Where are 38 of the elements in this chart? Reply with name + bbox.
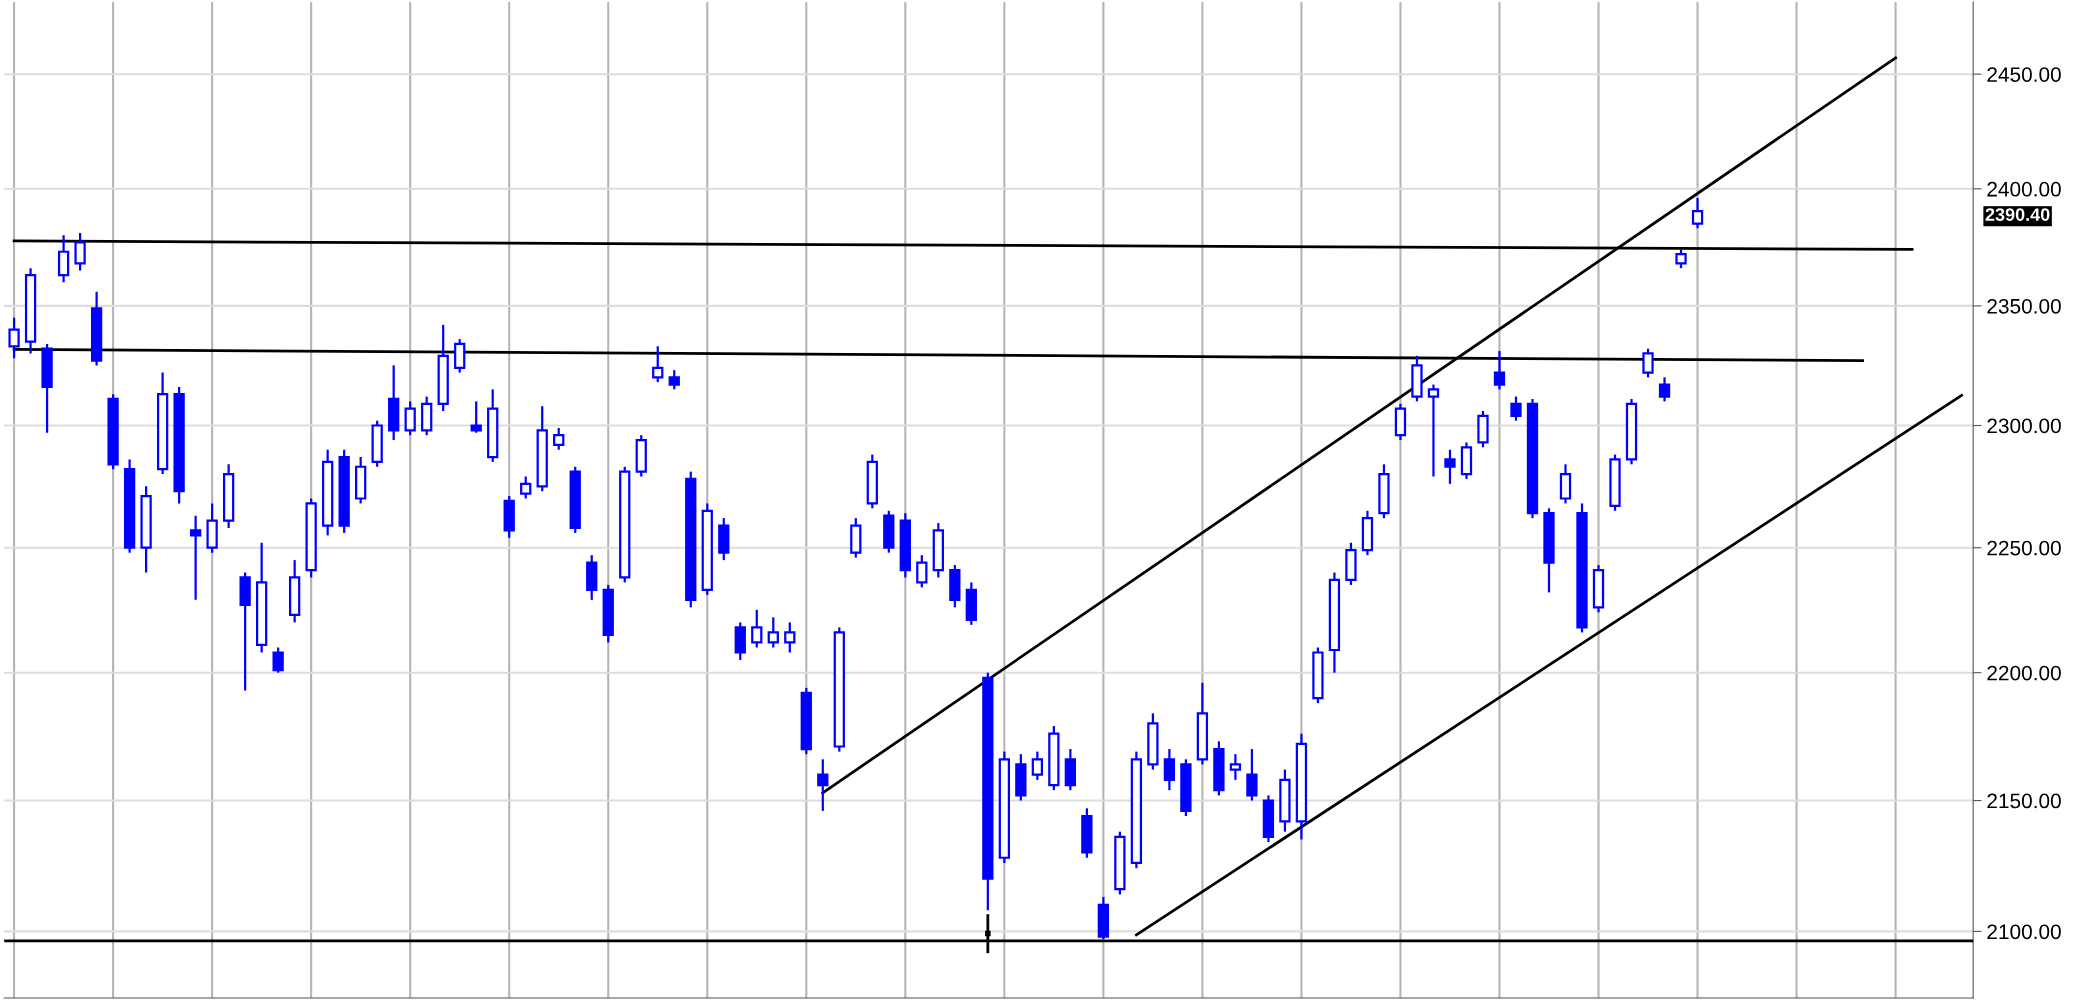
candlestick <box>1444 448 1456 485</box>
candlestick <box>520 475 532 500</box>
candlestick <box>1427 383 1440 478</box>
y-tick-label: 2300.00 <box>1987 418 2061 434</box>
candlestick <box>404 400 416 437</box>
y-tick-label: 2400.00 <box>1987 181 2061 197</box>
candlestick <box>751 608 763 649</box>
candlestick <box>1246 747 1258 802</box>
y-tick-label: 2350.00 <box>1987 298 2061 314</box>
y-tick-label: 2100.00 <box>1987 924 2061 940</box>
candlestick <box>817 758 829 813</box>
candlestick <box>553 426 565 451</box>
candlestick <box>784 621 796 654</box>
y-tick-label: 2200.00 <box>1987 665 2061 681</box>
candlestick <box>1658 376 1671 403</box>
candlestick <box>1691 197 1704 230</box>
candlestick <box>74 231 86 272</box>
text: 2390.40 <box>1985 208 2050 222</box>
candlestick <box>57 234 70 284</box>
candlestick <box>1675 248 1687 270</box>
y-tick-label: 2150.00 <box>1987 793 2061 809</box>
candlestick <box>1510 395 1522 422</box>
candlestick <box>272 646 284 674</box>
candlestick <box>916 554 928 589</box>
y-tick-label: 2250.00 <box>1987 540 2061 556</box>
candlestick <box>652 345 664 384</box>
candlestick <box>189 514 202 601</box>
candlestick <box>668 369 680 391</box>
candlestick <box>1642 347 1654 379</box>
y-tick-label: 2450.00 <box>1987 67 2061 82</box>
candlestick <box>454 338 466 374</box>
candlestick <box>767 616 779 649</box>
candlestick <box>1493 349 1506 391</box>
candlestick <box>1163 747 1176 792</box>
candlestick <box>1031 750 1043 781</box>
candlestick <box>8 316 20 360</box>
candlestick <box>1229 753 1242 781</box>
candlestick <box>470 400 482 434</box>
